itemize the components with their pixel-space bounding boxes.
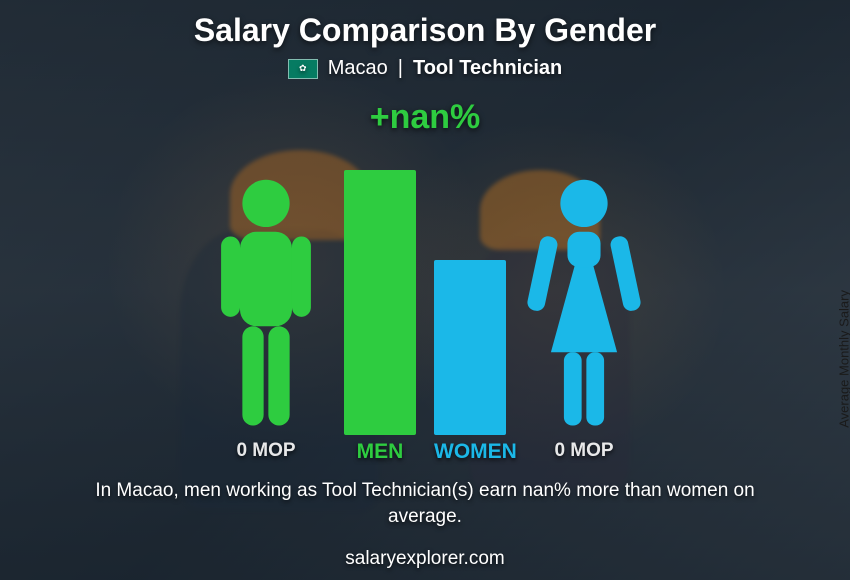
description-text: In Macao, men working as Tool Technician… [60, 478, 790, 529]
men-value-label: 0 MOP [206, 440, 326, 464]
men-icon-column [206, 135, 326, 435]
chart-area [0, 135, 850, 435]
subtitle-separator: | [398, 57, 403, 80]
macao-flag-icon: ✿ [288, 59, 318, 79]
percent-difference-label: +nan% [370, 98, 481, 137]
man-icon [206, 175, 326, 435]
footer-source: salaryexplorer.com [0, 548, 850, 570]
men-bar-column [344, 135, 416, 435]
chart-title: Salary Comparison By Gender [0, 0, 850, 49]
labels-row: 0 MOP MEN WOMEN 0 MOP [0, 440, 850, 464]
men-category-label: MEN [344, 440, 416, 464]
women-bar-column [434, 135, 506, 435]
woman-icon [524, 175, 644, 435]
women-bar [434, 260, 506, 435]
women-icon-column [524, 135, 644, 435]
chart-subtitle: ✿ Macao | Tool Technician [0, 57, 850, 80]
men-bar [344, 170, 416, 435]
women-category-label: WOMEN [434, 440, 506, 464]
subtitle-role: Tool Technician [413, 57, 562, 80]
subtitle-region: Macao [328, 57, 388, 80]
y-axis-label: Average Monthly Salary [837, 290, 850, 428]
women-value-label: 0 MOP [524, 440, 644, 464]
